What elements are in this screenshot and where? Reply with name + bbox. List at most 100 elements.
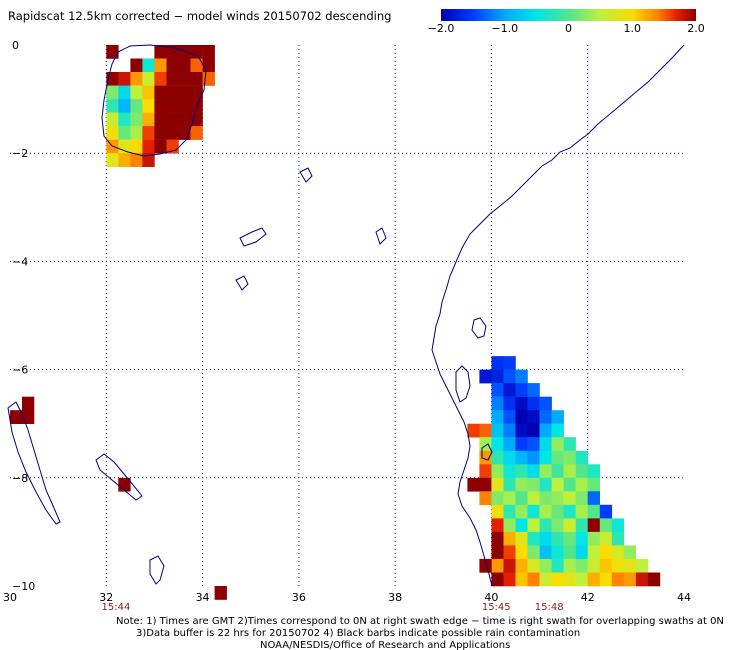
wind-cell (599, 518, 613, 533)
wind-cell (515, 572, 528, 587)
wind-cell (503, 423, 516, 438)
wind-cell (551, 531, 564, 546)
lon-tick-label: 38 (388, 591, 402, 604)
wind-cell (154, 126, 167, 140)
wind-cell (154, 99, 167, 113)
wind-cell (527, 410, 540, 424)
lake-manyara (299, 167, 313, 183)
wind-cell (551, 545, 564, 560)
wind-cell (539, 396, 552, 411)
wind-cell (503, 518, 516, 533)
note-line-3: NOAA/NESDIS/Office of Research and Appli… (260, 640, 510, 650)
wind-cell (563, 572, 576, 587)
colorbar-tick-label: 1.0 (624, 22, 642, 35)
wind-cell (515, 491, 528, 506)
lon-tick-label: 42 (581, 591, 595, 604)
wind-cell (503, 410, 516, 424)
wind-cell (515, 545, 528, 560)
wind-cell (587, 504, 600, 519)
wind-cell (563, 558, 576, 573)
wind-cell (154, 72, 167, 86)
wind-cell (563, 504, 576, 519)
wind-cell (503, 491, 516, 506)
coastline (7, 44, 685, 587)
wind-cell (479, 437, 492, 451)
wind-cell (491, 491, 504, 506)
wind-cell (515, 504, 528, 519)
wind-cell (178, 99, 191, 113)
wind-cell (503, 545, 516, 560)
lake-natron (375, 227, 387, 245)
wind-cell (130, 126, 143, 140)
wind-cell (563, 545, 576, 560)
wind-cell (130, 112, 143, 127)
wind-cell (551, 572, 564, 587)
wind-cell (527, 477, 540, 492)
wind-cell (178, 112, 191, 127)
wind-cell (575, 531, 588, 546)
wind-cell (539, 558, 552, 573)
wind-cell (551, 423, 564, 438)
wind-cell (587, 572, 600, 587)
wind-cell (575, 572, 588, 587)
wind-cell (587, 545, 600, 560)
wind-cell (166, 72, 179, 86)
lake-malawi (149, 555, 165, 585)
wind-cell (467, 477, 480, 492)
island-pemba (471, 317, 487, 339)
island-zanzibar (455, 365, 471, 403)
wind-cell (503, 369, 516, 384)
wind-cell (118, 126, 131, 140)
wind-cell (563, 491, 576, 506)
wind-cell (491, 437, 504, 451)
wind-cell (166, 112, 179, 127)
lake-tanganyika (7, 401, 61, 525)
wind-cell (10, 410, 23, 424)
wind-cell (575, 450, 588, 465)
wind-cell (491, 356, 504, 370)
wind-cell (130, 139, 143, 154)
wind-cell (539, 531, 552, 546)
wind-cell (503, 572, 516, 587)
wind-cell (106, 99, 119, 113)
wind-cell (178, 72, 191, 86)
wind-cell (539, 450, 552, 465)
wind-cell (527, 558, 540, 573)
wind-cell (515, 423, 528, 438)
wind-cell (599, 531, 613, 546)
wind-cell (491, 423, 504, 438)
wind-cell (539, 437, 552, 451)
wind-cell (503, 531, 516, 546)
wind-cell (611, 558, 625, 573)
wind-cell (130, 58, 143, 73)
wind-cell (539, 423, 552, 438)
wind-cell (575, 477, 588, 492)
mtera-reservoir (235, 275, 249, 291)
wind-cell (647, 572, 661, 587)
wind-cell (190, 85, 203, 100)
wind-cell (166, 58, 179, 73)
wind-cell (575, 518, 588, 533)
wind-cell (611, 518, 625, 533)
wind-cell (587, 477, 600, 492)
wind-cell (154, 139, 167, 154)
wind-cell (503, 477, 516, 492)
wind-cell (190, 126, 203, 140)
wind-cell (551, 464, 564, 479)
wind-cell (539, 518, 552, 533)
wind-cell (539, 545, 552, 560)
wind-cell (118, 112, 131, 127)
wind-cell (515, 450, 528, 465)
wind-cell (599, 558, 613, 573)
wind-cell (154, 58, 167, 73)
wind-cell (551, 437, 564, 451)
wind-cell (491, 383, 504, 397)
wind-cell (563, 437, 576, 451)
wind-cell (515, 464, 528, 479)
wind-cell (142, 112, 155, 127)
wind-cell (623, 572, 637, 587)
wind-cell (575, 491, 588, 506)
wind-cell (635, 572, 649, 587)
wind-cell (515, 558, 528, 573)
